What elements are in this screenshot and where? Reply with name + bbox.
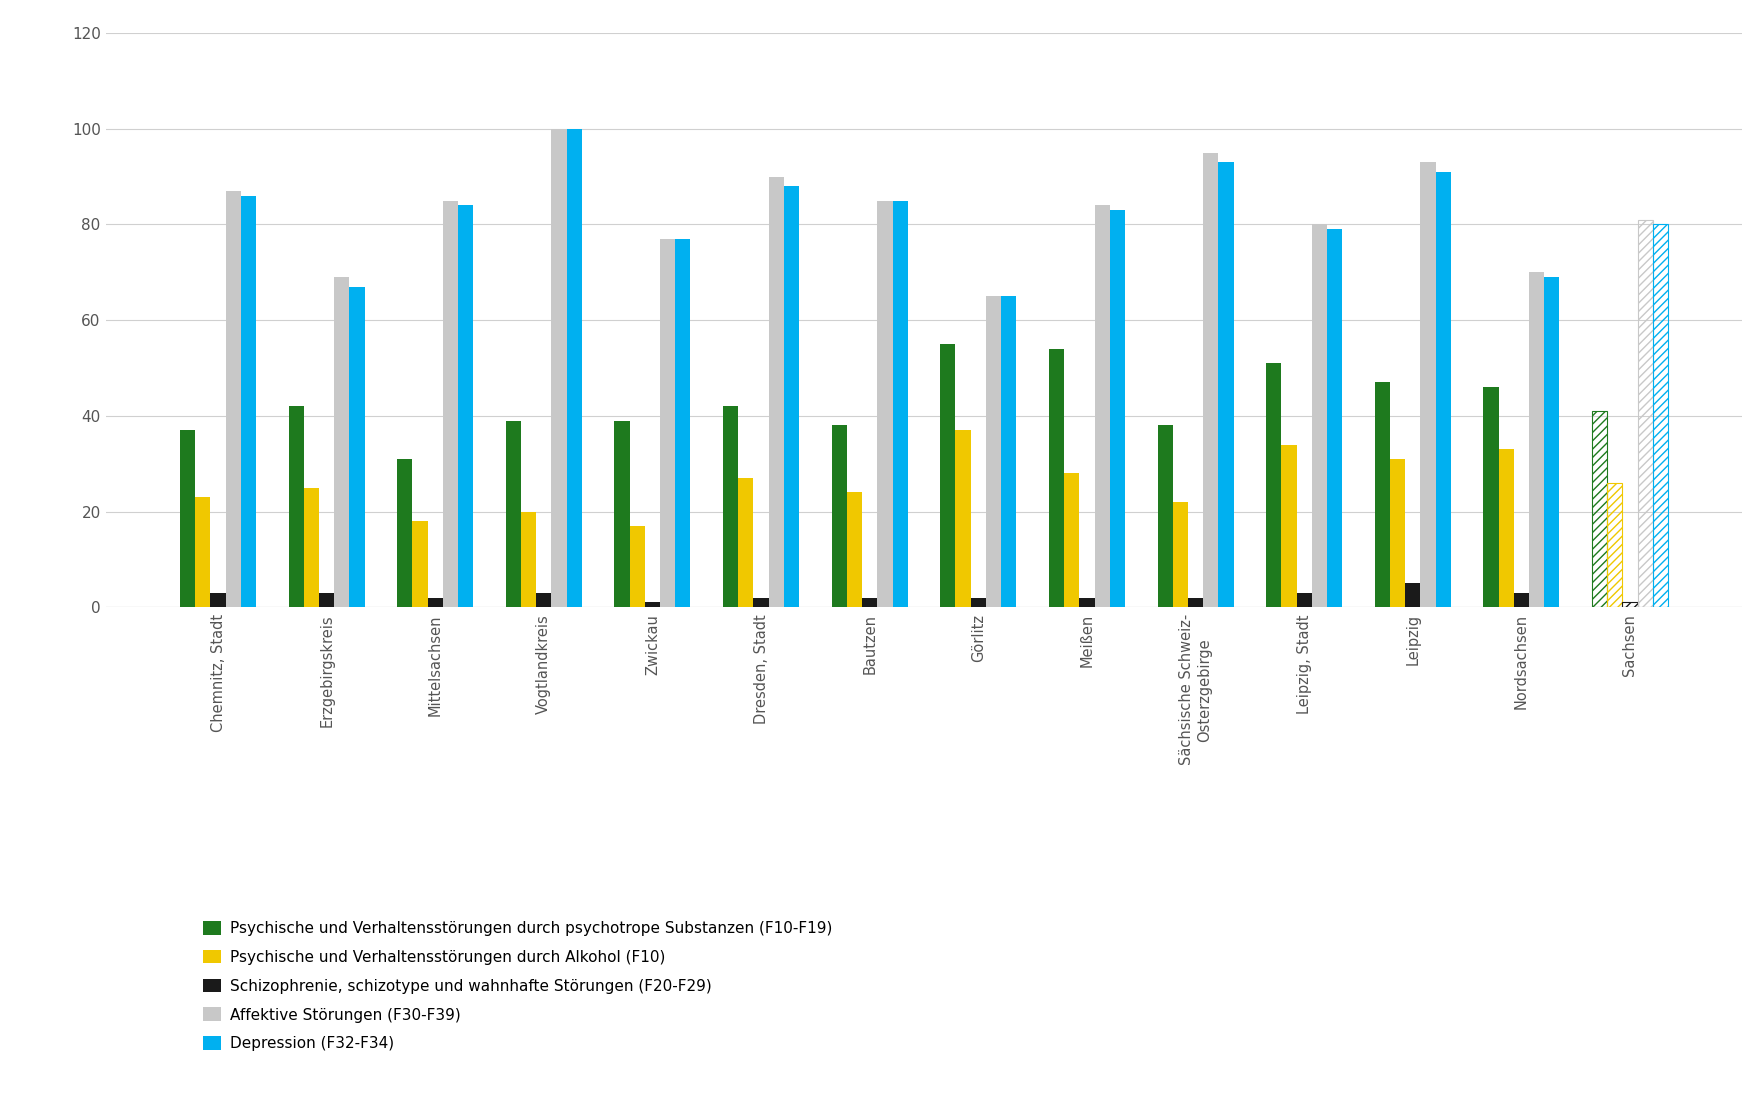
Bar [1498,449,1514,607]
Bar [1420,162,1436,607]
Bar [1281,445,1297,607]
Bar [1544,277,1559,607]
Bar [1311,224,1327,607]
Bar [1623,603,1637,607]
Bar [1327,230,1343,607]
Bar [551,129,567,607]
Legend: Psychische und Verhaltensstörungen durch psychotrope Substanzen (F10-F19), Psych: Psychische und Verhaltensstörungen durch… [195,913,840,1059]
Bar [644,603,660,607]
Bar [862,597,876,607]
Bar [737,478,753,607]
Bar [350,287,364,607]
Bar [505,421,521,607]
Bar [1265,363,1281,607]
Bar [1172,502,1188,607]
Bar [1188,597,1204,607]
Bar [972,597,986,607]
Bar [1529,273,1544,607]
Bar [412,521,428,607]
Bar [521,511,537,607]
Bar [195,497,211,607]
Bar [289,406,304,607]
Bar [1593,411,1607,607]
Bar [180,431,195,607]
Bar [1484,388,1498,607]
Bar [940,344,956,607]
Bar [225,191,241,607]
Bar [660,238,676,607]
Bar [832,425,847,607]
Bar [956,431,972,607]
Bar [1001,296,1016,607]
Bar [1218,162,1234,607]
Bar [876,201,892,607]
Bar [753,597,769,607]
Bar [892,201,908,607]
Bar [444,201,458,607]
Bar [537,593,551,607]
Bar [1375,382,1390,607]
Bar [847,492,862,607]
Bar [398,459,412,607]
Bar [723,406,737,607]
Bar [1079,597,1095,607]
Bar [1607,482,1623,607]
Bar [1204,152,1218,607]
Bar [1158,425,1172,607]
Bar [1390,459,1404,607]
Bar [986,296,1001,607]
Bar [1297,593,1311,607]
Bar [676,238,690,607]
Bar [1095,205,1111,607]
Bar [769,177,783,607]
Bar [567,129,583,607]
Bar [1404,583,1420,607]
Bar [1049,349,1065,607]
Bar [1514,593,1529,607]
Bar [1111,210,1125,607]
Bar [211,593,225,607]
Bar [1065,474,1079,607]
Bar [1436,172,1450,607]
Bar [458,205,473,607]
Bar [334,277,350,607]
Bar [630,526,644,607]
Bar [1653,224,1668,607]
Bar [428,597,444,607]
Bar [783,187,799,607]
Bar [241,195,255,607]
Bar [304,488,319,607]
Bar [319,593,334,607]
Bar [1637,220,1653,607]
Bar [614,421,630,607]
